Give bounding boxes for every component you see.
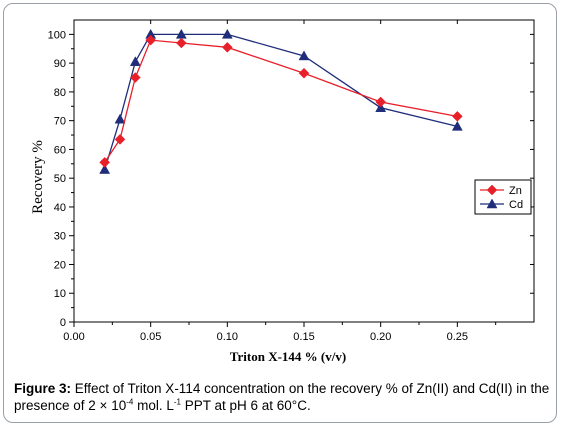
data-point-cd bbox=[114, 113, 126, 124]
figure-caption: Figure 3: Effect of Triton X-114 concent… bbox=[14, 380, 550, 414]
legend-marker-zn bbox=[486, 184, 498, 196]
data-point-zn bbox=[375, 96, 387, 108]
data-point-zn bbox=[99, 157, 111, 168]
data-point-cd bbox=[298, 50, 310, 61]
legend-marker-cd bbox=[486, 198, 498, 209]
legend-label-zn: Zn bbox=[509, 185, 522, 197]
data-point-cd bbox=[99, 164, 111, 174]
y-tick-label: 0 bbox=[60, 317, 66, 329]
series-line-cd bbox=[104, 33, 458, 170]
x-tick-label: 0.10 bbox=[217, 331, 238, 343]
y-tick-label: 100 bbox=[48, 29, 66, 41]
figure-frame bbox=[3, 3, 557, 423]
plot-frame bbox=[73, 19, 535, 323]
y-tick-label: 80 bbox=[54, 87, 66, 99]
y-tick-label: 40 bbox=[54, 202, 66, 214]
data-point-cd bbox=[129, 56, 141, 66]
caption-text-3: PPT at pH 6 at 60°C. bbox=[180, 398, 311, 413]
x-tick-label: 0.05 bbox=[140, 331, 161, 343]
legend-box bbox=[474, 179, 532, 215]
data-point-zn bbox=[451, 110, 463, 122]
legend-label-cd: Cd bbox=[509, 199, 523, 211]
y-tick-label: 10 bbox=[54, 288, 66, 300]
data-point-cd bbox=[451, 120, 463, 131]
caption-sup-2: -1 bbox=[173, 397, 181, 407]
caption-text-2: mol. L bbox=[133, 398, 174, 413]
y-tick-label: 30 bbox=[54, 231, 66, 243]
data-point-zn bbox=[298, 67, 310, 79]
y-tick-label: 60 bbox=[54, 144, 66, 156]
data-point-zn bbox=[129, 72, 141, 83]
y-axis-label: Recovery % bbox=[30, 140, 46, 214]
caption-sup-1: -4 bbox=[126, 397, 134, 407]
x-axis-label: Triton X-144 % (v/v) bbox=[230, 349, 346, 364]
data-point-zn bbox=[114, 134, 126, 145]
y-tick-label: 90 bbox=[54, 58, 66, 70]
x-tick-label: 0.15 bbox=[293, 331, 314, 343]
y-tick-label: 20 bbox=[54, 259, 66, 271]
data-point-zn bbox=[221, 41, 233, 53]
caption-text-1: Effect of Triton X-114 concentration on … bbox=[14, 381, 550, 413]
x-tick-label: 0.00 bbox=[63, 331, 84, 343]
data-point-zn bbox=[145, 34, 157, 46]
chart: 0.00 0.05 0.10 0.15 0.20 0.25 0 10 20 30 40 50 60 70 8… bbox=[30, 19, 535, 364]
data-point-zn bbox=[175, 37, 187, 49]
y-tick-label: 50 bbox=[54, 173, 66, 185]
series-line-zn bbox=[104, 39, 458, 163]
caption-label: Figure 3: bbox=[14, 381, 72, 396]
y-tick-label: 70 bbox=[54, 116, 66, 128]
x-tick-label: 0.20 bbox=[370, 331, 391, 343]
x-tick-label: 0.25 bbox=[447, 331, 468, 343]
data-point-cd bbox=[221, 28, 233, 39]
